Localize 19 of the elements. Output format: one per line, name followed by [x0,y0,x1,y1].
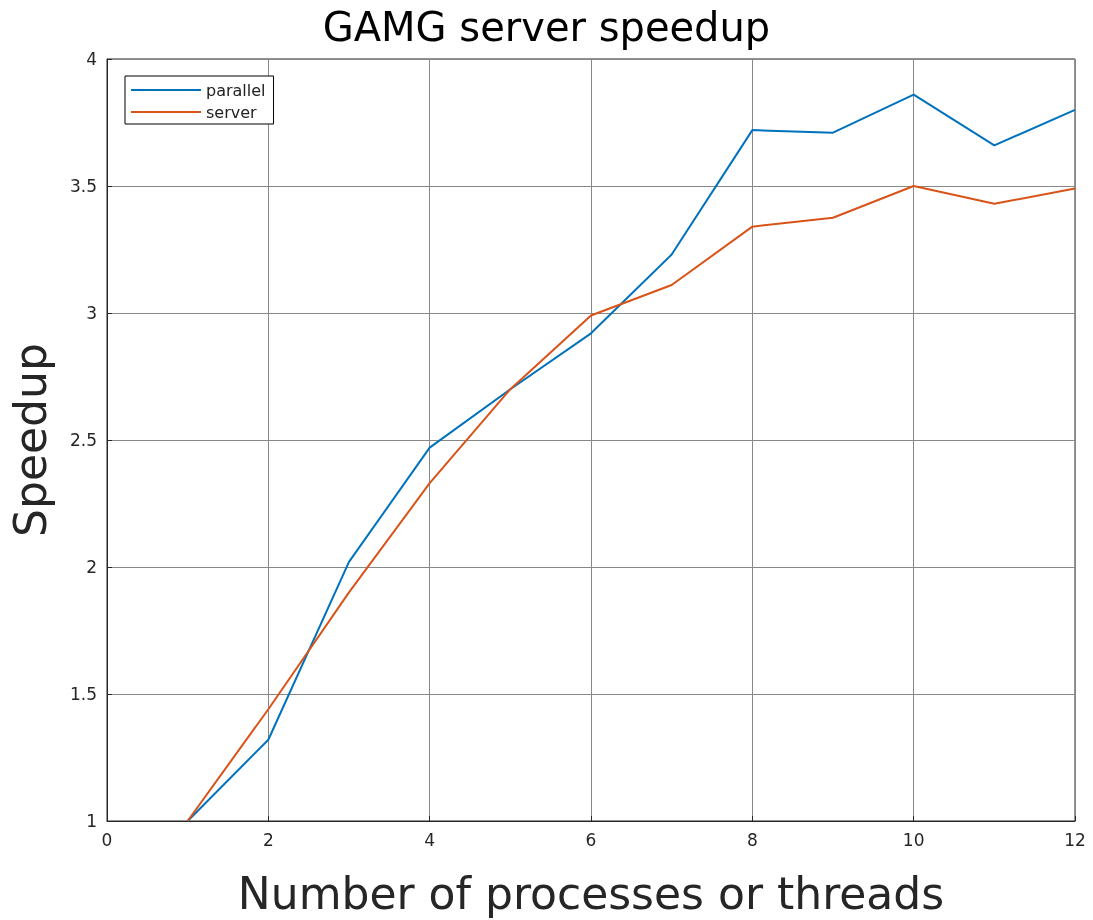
x-tick-label: 2 [262,829,274,850]
x-tick-label: 4 [424,829,436,850]
y-tick-label: 2 [86,557,97,577]
y-tick-label: 1.5 [69,684,97,704]
x-tick-label: 6 [585,829,597,850]
legend-label: server [206,102,258,122]
y-tick-label: 3.5 [69,176,97,196]
x-tick-label: 12 [1064,829,1086,850]
chart-title: GAMG server speedup [322,4,771,50]
y-axis-title: Speedup [4,343,56,537]
x-tick-label: 0 [101,829,113,850]
x-tick-label: 8 [746,829,758,850]
legend-label: parallel [206,80,266,100]
x-axis-title: Number of processes or threads [237,867,945,919]
y-tick-label: 3 [86,303,97,323]
y-tick-label: 1 [86,811,97,831]
y-tick-label: 4 [86,49,97,69]
y-tick-label: 2.5 [69,430,97,450]
x-tick-label: 10 [902,829,925,850]
